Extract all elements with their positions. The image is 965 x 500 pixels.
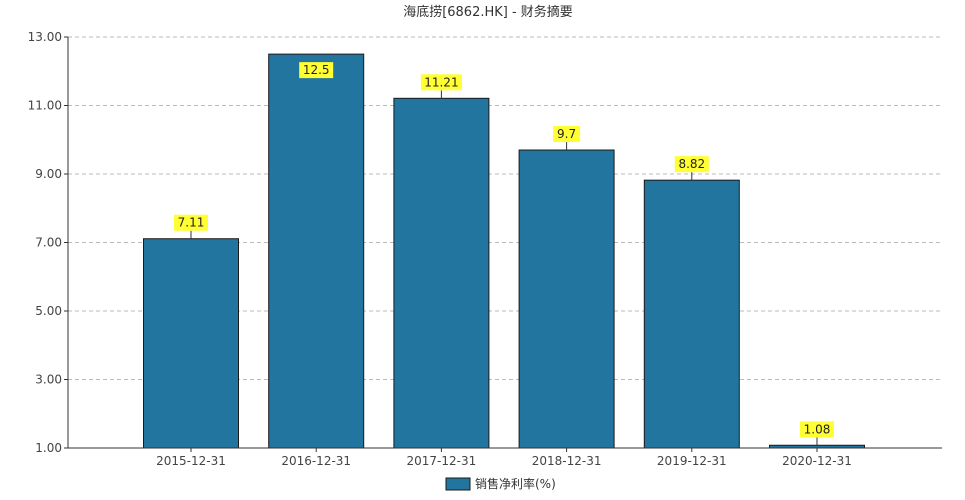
x-tick-label: 2015-12-31 [156,454,226,468]
y-axis-ticks: 1.00 3.00 5.00 7.00 9.00 11.00 13.00 [28,30,68,455]
x-tick-label: 2017-12-31 [407,454,477,468]
y-tick-label: 7.00 [35,236,62,250]
bar [268,53,365,449]
data-label: 7.11 [178,216,205,230]
y-tick-label: 9.00 [35,167,62,181]
axes [67,37,942,449]
data-label: 8.82 [678,157,705,171]
x-tick-label: 2019-12-31 [657,454,727,468]
data-label-bg [800,421,834,438]
legend-label: 销售净利率(%) [475,476,556,491]
x-tick-label: 2020-12-31 [782,454,852,468]
bar [643,179,740,449]
bar [143,238,239,449]
data-label-bg [299,62,334,79]
data-label: 11.21 [424,75,458,89]
y-tick-label: 5.00 [35,304,62,318]
chart-title: 海底捞[6862.HK] - 财务摘要 [403,4,573,20]
data-labels: 7.11 12.5 11.21 9.7 8.82 1.08 [174,62,834,446]
y-tick-label: 11.00 [28,99,62,113]
data-label-bg [174,214,208,231]
bars [143,53,865,449]
data-label-bg [674,156,709,173]
y-tick-label: 13.00 [28,30,62,44]
data-label: 1.08 [804,422,831,436]
legend-swatch [445,477,471,491]
x-tick-label: 2016-12-31 [281,454,351,468]
x-tick-label: 2018-12-31 [532,454,602,468]
data-label-bg [553,126,581,143]
data-label: 12.5 [303,63,330,77]
data-label-bg [420,74,462,91]
bar [518,149,615,449]
y-tick-label: 1.00 [35,441,62,455]
y-tick-label: 3.00 [35,373,62,387]
legend: 销售净利率(%) [445,476,556,491]
bar [393,97,490,449]
grid-lines [68,36,942,380]
data-label: 9.7 [557,127,576,141]
x-axis-ticks: 2015-12-31 2016-12-31 2017-12-31 2018-12-31… [156,448,852,468]
